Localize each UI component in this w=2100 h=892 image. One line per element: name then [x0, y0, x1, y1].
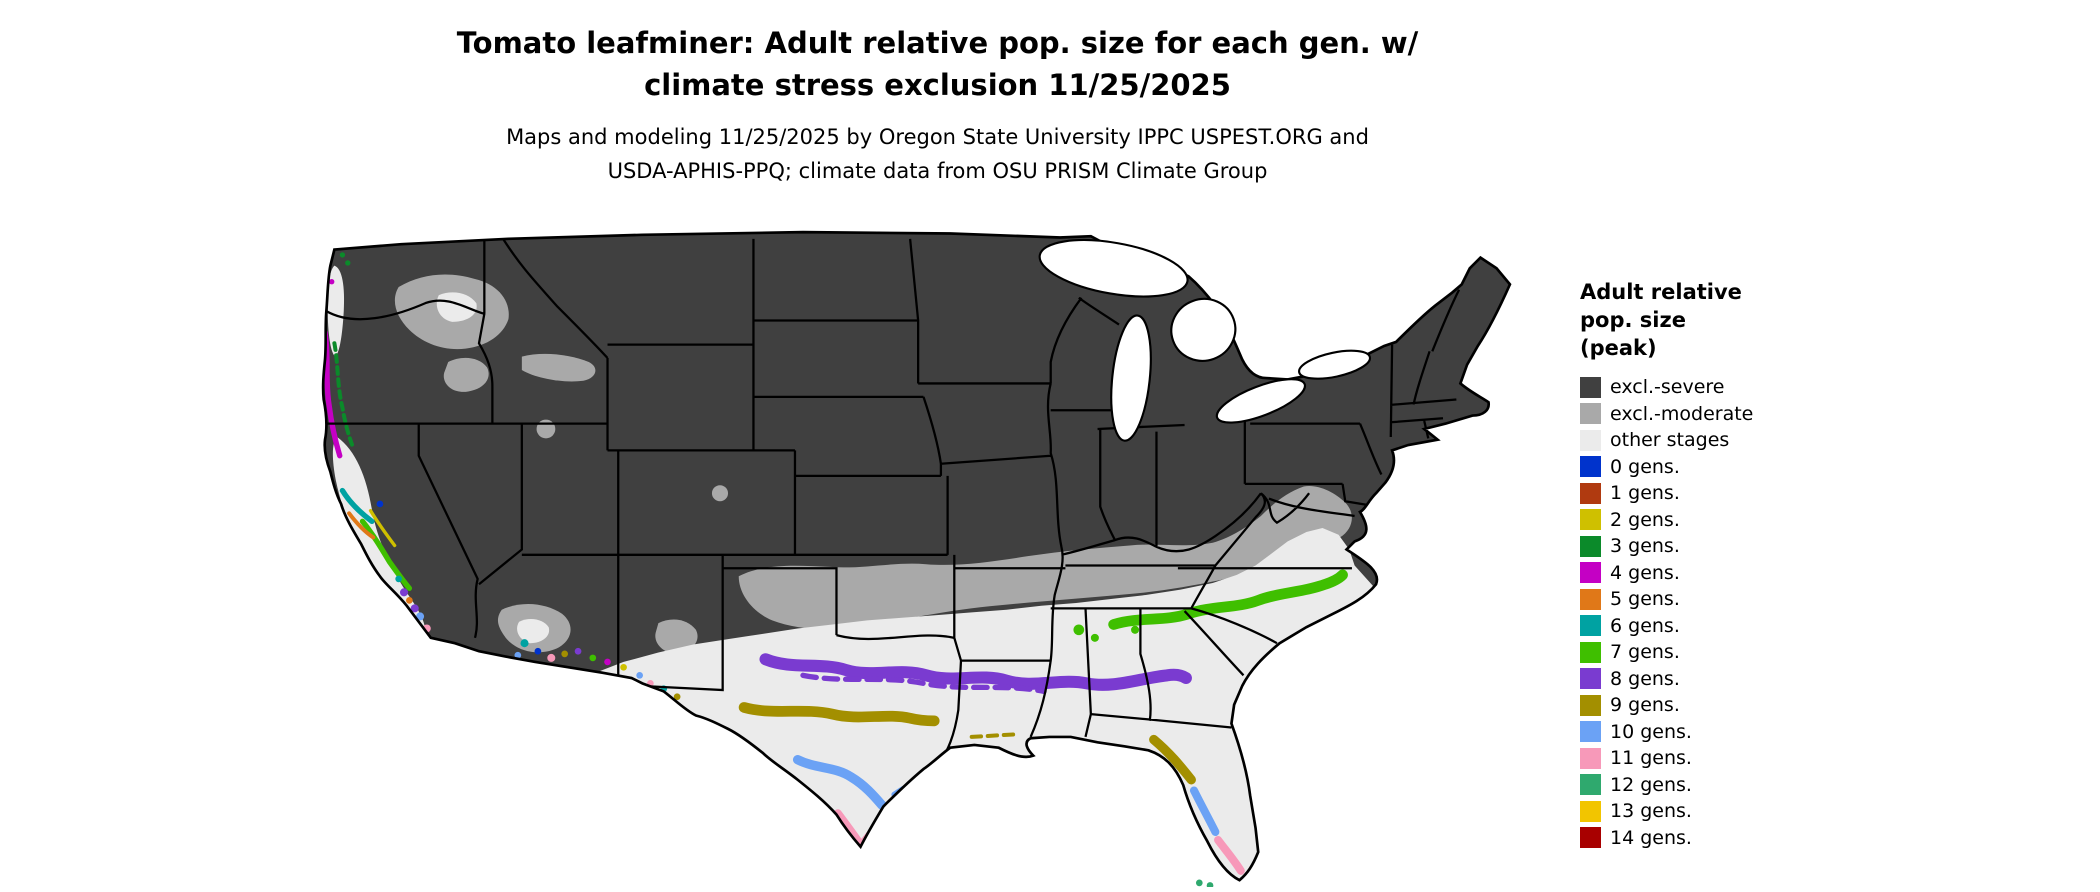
legend-row: 8 gens.	[1580, 666, 1880, 693]
legend-row: 3 gens.	[1580, 533, 1880, 560]
band-6-gens	[339, 487, 375, 525]
legend-swatch	[1580, 562, 1601, 584]
legend-row: 13 gens.	[1580, 798, 1880, 825]
legend-label: other stages	[1610, 429, 1730, 452]
legend-label: 3 gens.	[1610, 535, 1680, 558]
legend-row: 4 gens.	[1580, 560, 1880, 587]
legend-swatch	[1580, 456, 1601, 478]
band-5-gens	[347, 511, 376, 540]
legend-swatch	[1580, 535, 1601, 557]
legend-items: excl.-severe excl.-moderate other stages…	[1580, 374, 1880, 851]
legend: Adult relative pop. size (peak) excl.-seve…	[1580, 278, 1880, 851]
legend-row: 2 gens.	[1580, 507, 1880, 534]
us-generation-map	[321, 228, 1526, 887]
band-8-gens	[759, 653, 1192, 695]
band-3-gens	[332, 341, 356, 450]
subtitle-line1: Maps and modeling 11/25/2025 by Oregon S…	[506, 125, 1369, 149]
speckles-0-gens	[376, 500, 542, 655]
legend-swatch	[1580, 721, 1601, 743]
legend-title-line3: (peak)	[1580, 336, 1657, 360]
speckles-12-gens	[1195, 879, 1214, 887]
state-boundaries	[323, 238, 1461, 765]
legend-row: 0 gens.	[1580, 454, 1880, 481]
subtitle: Maps and modeling 11/25/2025 by Oregon S…	[0, 120, 1875, 188]
legend-row: excl.-moderate	[1580, 401, 1880, 428]
legend-label: 2 gens.	[1610, 508, 1680, 531]
legend-label: 1 gens.	[1610, 482, 1680, 505]
legend-row: 9 gens.	[1580, 692, 1880, 719]
legend-swatch	[1580, 827, 1601, 849]
band-2-gens	[368, 508, 397, 548]
band-11-gens	[833, 809, 1245, 875]
legend-swatch	[1580, 403, 1601, 425]
legend-label: 7 gens.	[1610, 641, 1680, 664]
lake-superior	[1038, 238, 1189, 298]
title-line1: Tomato leafminer: Adult relative pop. si…	[456, 26, 1419, 60]
legend-label: 10 gens.	[1610, 720, 1692, 743]
legend-swatch	[1580, 800, 1601, 822]
speckles-8-gens	[399, 588, 582, 655]
legend-row: other stages	[1580, 427, 1880, 454]
page-title: Tomato leafminer: Adult relative pop. si…	[0, 22, 1875, 106]
legend-row: 10 gens.	[1580, 719, 1880, 746]
legend-title-line2: pop. size	[1580, 308, 1686, 332]
us-map-svg	[321, 230, 1512, 887]
generation-bands	[323, 329, 1348, 875]
us-outline	[321, 230, 1512, 882]
legend-swatch	[1580, 694, 1601, 716]
title-line2: climate stress exclusion 11/25/2025	[644, 68, 1231, 102]
legend-swatch	[1580, 615, 1601, 637]
legend-label: 11 gens.	[1610, 747, 1692, 770]
band-7-gens	[359, 518, 1348, 630]
band-4-gens	[323, 329, 343, 459]
header: Tomato leafminer: Adult relative pop. si…	[0, 22, 1875, 188]
speckles-2-gens	[620, 663, 627, 671]
generation-speckles	[329, 252, 1140, 701]
lake-michigan	[1110, 314, 1152, 442]
legend-label: 4 gens.	[1610, 561, 1680, 584]
legend-label: excl.-moderate	[1610, 402, 1754, 425]
legend-label: 9 gens.	[1610, 694, 1680, 717]
legend-label: 0 gens.	[1610, 455, 1680, 478]
legend-swatch	[1580, 429, 1601, 451]
legend-title: Adult relative pop. size (peak)	[1580, 278, 1880, 362]
legend-row: 7 gens.	[1580, 639, 1880, 666]
legend-title-line1: Adult relative	[1580, 280, 1742, 304]
legend-row: 5 gens.	[1580, 586, 1880, 613]
legend-label: 6 gens.	[1610, 614, 1680, 637]
speckles-3-gens	[339, 252, 351, 266]
lake-ontario	[1298, 349, 1372, 380]
legend-row: 12 gens.	[1580, 772, 1880, 799]
legend-label: 8 gens.	[1610, 667, 1680, 690]
band-9-gens	[738, 702, 1196, 785]
legend-row: 1 gens.	[1580, 480, 1880, 507]
legend-swatch	[1580, 774, 1601, 796]
legend-swatch	[1580, 668, 1601, 690]
legend-row: excl.-severe	[1580, 374, 1880, 401]
legend-swatch	[1580, 588, 1601, 610]
lake-huron	[1170, 297, 1237, 362]
speckles-9-gens	[561, 650, 681, 701]
legend-swatch	[1580, 482, 1601, 504]
legend-swatch	[1580, 641, 1601, 663]
subtitle-line2: USDA-APHIS-PPQ; climate data from OSU PR…	[607, 159, 1268, 183]
legend-row: 6 gens.	[1580, 613, 1880, 640]
legend-swatch	[1580, 747, 1601, 769]
great-lakes	[1038, 238, 1372, 442]
legend-row: 14 gens.	[1580, 825, 1880, 852]
legend-row: 11 gens.	[1580, 745, 1880, 772]
legend-label: 14 gens.	[1610, 826, 1692, 849]
legend-label: 12 gens.	[1610, 773, 1692, 796]
legend-swatch	[1580, 509, 1601, 531]
lake-erie	[1215, 378, 1307, 424]
legend-label: 5 gens.	[1610, 588, 1680, 611]
speckles-7-gens	[589, 624, 1140, 662]
legend-swatch	[1580, 376, 1601, 398]
legend-label: 13 gens.	[1610, 800, 1692, 823]
legend-label: excl.-severe	[1610, 376, 1725, 399]
